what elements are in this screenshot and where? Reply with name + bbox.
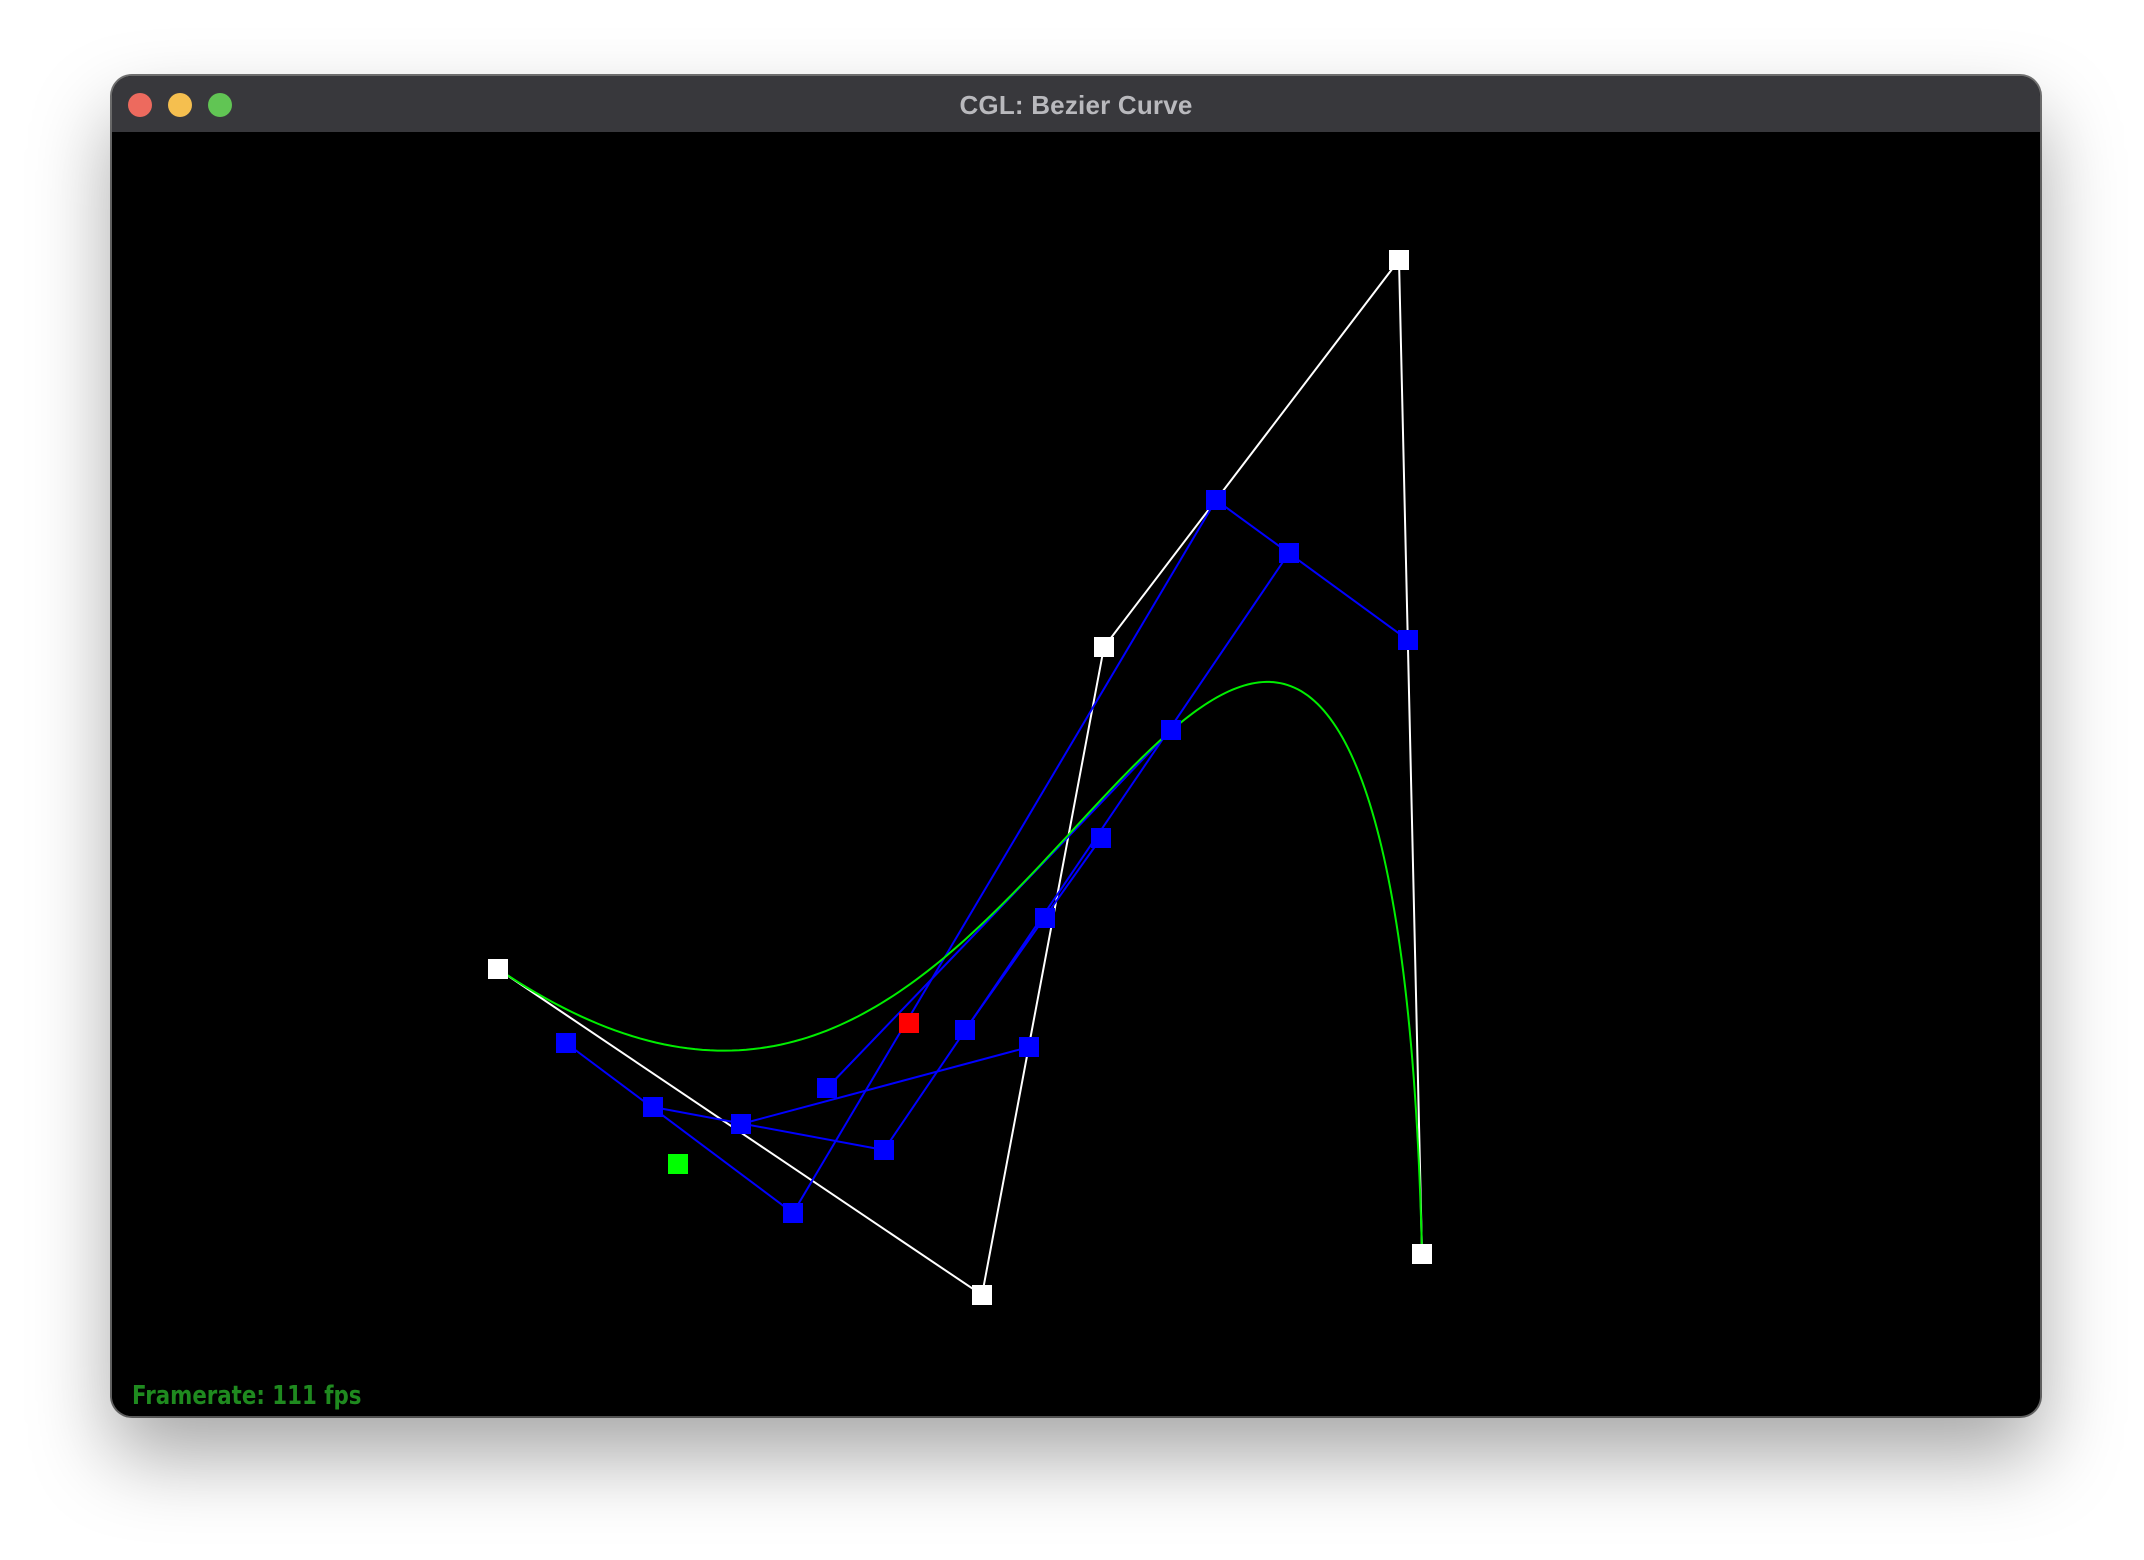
bezier-curve [497,680,1423,1255]
intermediate-point [556,1033,576,1053]
control-point[interactable] [1094,637,1114,657]
intermediate-point [731,1114,751,1134]
intermediate-point [783,1203,803,1223]
control-point[interactable] [488,959,508,979]
zoom-button[interactable] [208,93,232,117]
control-point[interactable] [972,1285,992,1305]
window-title: CGL: Bezier Curve [959,90,1193,120]
intermediate-polyline-0 [565,498,1409,1215]
control-point[interactable] [1389,250,1409,270]
intermediate-polyline-2 [740,1046,1030,1125]
intermediate-point [1019,1037,1039,1057]
intermediate-point [1398,630,1418,650]
intermediate-point [1206,490,1226,510]
close-button[interactable] [128,93,152,117]
intermediate-polyline-3 [826,729,1172,1089]
intermediate-point [955,1020,975,1040]
intermediate-point [1279,543,1299,563]
title-bar[interactable]: CGL: Bezier Curve [112,76,2040,133]
render-viewport[interactable] [112,132,2040,1416]
intermediate-point [874,1140,894,1160]
control-point[interactable] [1412,1244,1432,1264]
intermediate-point [1161,720,1181,740]
intermediate-polyline-4 [964,837,1102,1031]
selected-point[interactable] [899,1013,919,1033]
framerate-label: Framerate: 111 fps [132,1381,362,1411]
app-window: CGL: Bezier Curve Framerate: 111 fps [112,76,2040,1416]
intermediate-point [1035,908,1055,928]
intermediate-point [643,1097,663,1117]
intermediate-polyline-1 [652,552,1290,1152]
intermediate-point [1091,828,1111,848]
evaluated-point [668,1154,688,1174]
intermediate-point [817,1078,837,1098]
bezier-canvas[interactable] [112,132,2040,1416]
minimize-button[interactable] [168,93,192,117]
control-polygon [497,257,1423,1297]
